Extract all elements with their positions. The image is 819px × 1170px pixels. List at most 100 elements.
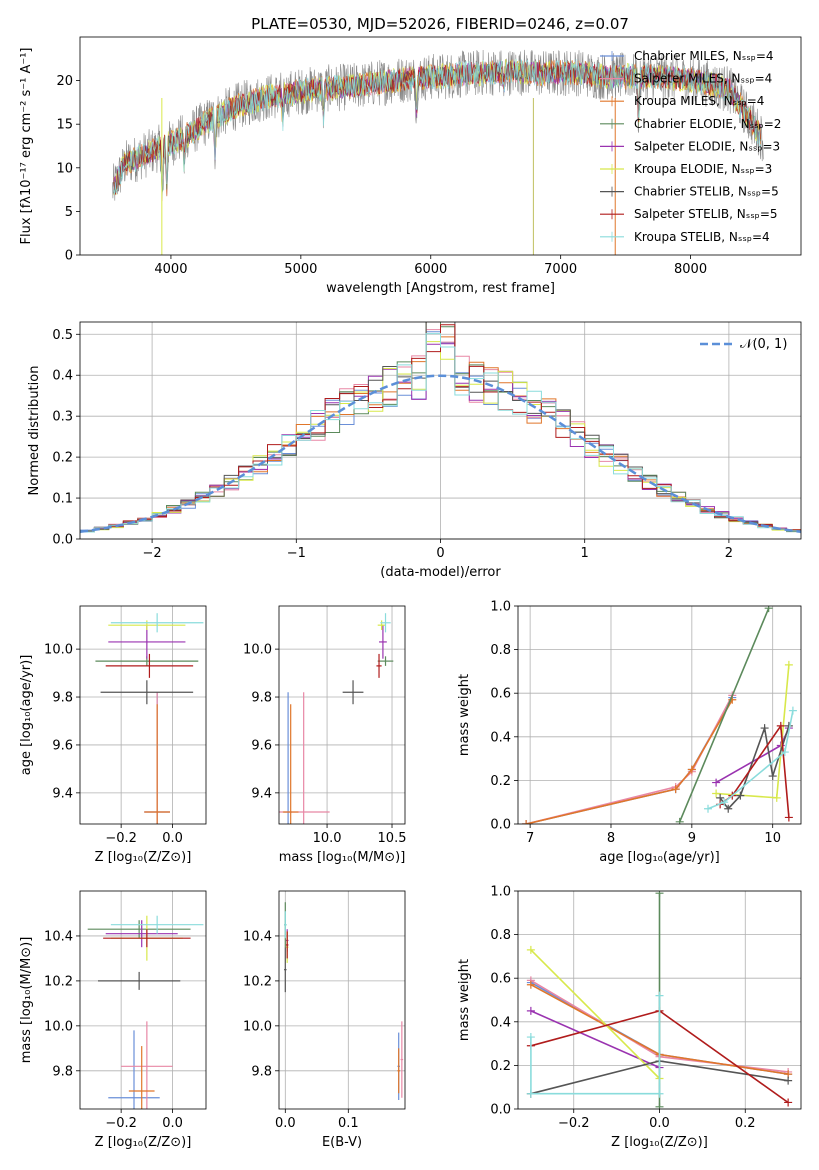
axes-frame: −0.2 0.0 0.2 0.0 0.2 0.4 0.6 0.8 1.0 Z [log₁₀(Z/Z… [457,885,802,1150]
axes-spectrum: 4000 5000 6000 7000 8000 0 5 10 15 20 wavelength [… [19,36,802,296]
weight-series-7 [716,721,793,813]
y-tick-label: 9.4 [251,786,272,801]
x-tick-label: 0.0 [275,1116,296,1131]
weight-series-2 [522,691,737,824]
plus-marker [712,789,721,798]
plus-marker [655,1102,664,1109]
errorbar-6 [377,620,386,630]
x-tick-label: 7 [526,831,534,846]
y-tick-label: 20 [56,74,73,89]
series-line [530,949,661,1080]
y-tick-label: 0.3 [52,410,73,425]
errorbar-7 [98,971,181,990]
plus-marker [675,817,684,824]
normal-curve [80,374,801,534]
axes-border [79,321,802,540]
plus-marker [526,1089,535,1098]
plus-marker [687,765,696,774]
y-tick-label: 5 [65,205,73,220]
plus-marker [720,798,729,807]
errorbar-3 [397,1048,400,1094]
plus-marker [780,748,789,757]
plus-marker [704,804,713,813]
errorbar-9 [284,911,287,939]
errorbar-7 [342,680,364,705]
y-tick-label: 10.2 [44,974,73,989]
legend-label: Chabrier MILES, Nₛₛₚ=4 [634,49,774,63]
y-tick-label: 0.6 [490,972,511,987]
axes-frame: 4000 5000 6000 7000 8000 0 5 10 15 20 wavelength [… [19,36,802,296]
x-axis-label: mass [log₁₀(M/M⊙)] [279,850,406,865]
weight-series-9 [526,991,664,1098]
errorbar-7 [100,680,194,705]
axes-mass_weight_vs_Z: −0.2 0.0 0.2 0.0 0.2 0.4 0.6 0.8 1.0 Z [log₁₀(Z/Z… [457,885,802,1150]
plus-marker [526,1006,535,1015]
plus-marker [788,706,797,715]
x-tick-label: 0.1 [338,1116,359,1131]
weight-series-6 [526,945,664,1083]
plus-marker [712,778,721,787]
x-tick-label: 9 [688,831,696,846]
y-axis-label: mass weight [457,959,472,1041]
plot-area [95,613,204,824]
errorbar-8 [105,653,194,678]
errorbar-9 [380,613,391,633]
plus-marker [526,945,535,954]
y-tick-label: 0.2 [52,451,73,466]
y-tick-label: 10.4 [243,929,272,944]
y-tick-label: 0.4 [490,1015,511,1030]
gridlines [279,891,405,1109]
y-tick-label: 0.0 [490,818,511,833]
errorbar-3 [282,704,299,824]
axes-border [79,605,207,825]
axes-mass_vs_Z: −0.2 0.0 9.8 10.0 10.2 10.4 Z [log₁₀(Z/Z⊙)] mas… [19,890,207,1150]
series-line [530,995,661,1095]
x-axis-label: (data-model)/error [380,565,501,580]
errorbar-9 [110,915,204,934]
y-tick-label: 0.2 [490,1059,511,1074]
x-tick-label: −2 [143,546,162,561]
errorbar-2 [121,1021,173,1109]
gridlines [80,891,206,1109]
plus-marker [784,1076,793,1085]
errorbar-5 [379,625,387,659]
errorbar-6 [108,620,186,630]
x-tick-label: 8 [607,831,615,846]
y-tick-label: 0.0 [490,1103,511,1118]
plus-marker [772,793,781,802]
y-axis-label: age [log₁₀(age/yr)] [19,655,34,776]
x-tick-label: 10.0 [313,831,342,846]
axes-border [278,605,406,825]
x-tick-label: 4000 [154,262,187,277]
legend-label: Salpeter MILES, Nₛₛₚ=4 [634,72,772,86]
y-tick-label: 1.0 [490,600,511,615]
axes-mass_weight_vs_age: 7 8 9 10 0.0 0.2 0.4 0.6 0.8 1.0 age [log₁₀(age/yr… [457,600,802,865]
plus-marker [760,724,769,733]
y-tick-label: 9.8 [52,1064,73,1079]
axes-frame: 10.0 10.5 9.4 9.6 9.8 10.0 mass [log₁₀(M/M⊙)] [243,605,406,865]
y-tick-label: 0.6 [490,687,511,702]
legend-label: Kroupa MILES, Nₛₛₚ=4 [634,94,764,108]
errorbar-7 [284,947,287,993]
weight-series-1 [522,693,737,824]
axes-age_vs_mass: 10.0 10.5 9.4 9.6 9.8 10.0 mass [log₁₀(M/M⊙)] [243,605,406,865]
chart-title: PLATE=0530, MJD=52026, FIBERID=0246, z=0… [251,15,629,33]
plus-marker [655,891,664,898]
plus-marker [764,606,773,613]
x-tick-label: 2 [725,546,733,561]
y-axis-label: mass [log₁₀(M/M⊙)] [19,937,34,1064]
series-line [525,697,733,824]
series-line [719,724,790,810]
y-tick-label: 10.0 [44,1019,73,1034]
x-tick-label: 0.0 [162,831,183,846]
errorbar-8 [376,653,382,678]
plot-area [87,915,204,1109]
axes-mass_vs_EBV: 0.0 0.1 9.8 10.0 10.2 10.4 E(B-V) [243,890,406,1150]
plus-marker [671,785,680,794]
y-tick-label: 1.0 [490,885,511,900]
gridlines [80,606,206,824]
plus-marker [522,820,531,824]
weight-series-6 [712,660,793,802]
y-tick-label: 0.8 [490,643,511,658]
